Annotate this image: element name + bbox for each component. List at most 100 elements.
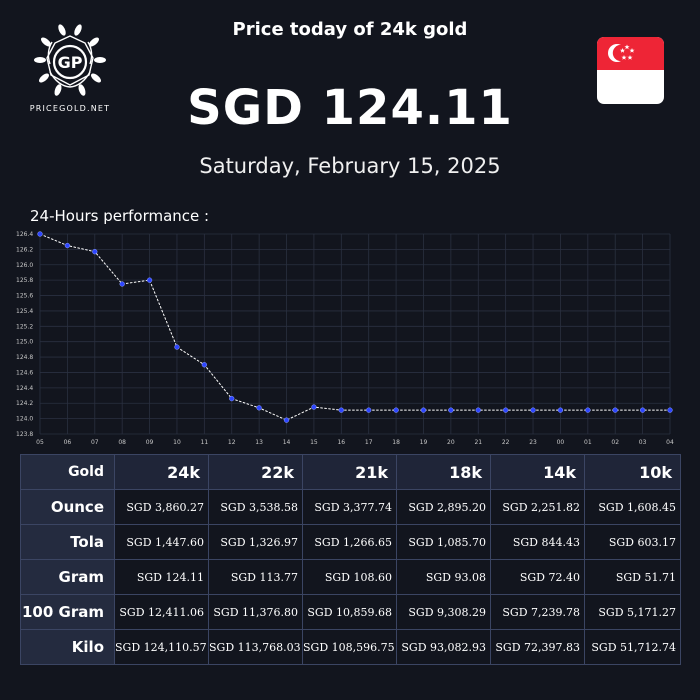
brand-name: PRICEGOLD.NET <box>29 104 111 113</box>
y-tick-label: 124.4 <box>16 385 33 392</box>
price-cell: SGD 2,895.20 <box>396 489 491 525</box>
unit-label: Ounce <box>20 489 115 525</box>
y-tick-label: 124.0 <box>16 416 33 423</box>
price-cell: SGD 7,239.78 <box>490 594 585 630</box>
x-tick-label: 03 <box>639 439 647 446</box>
x-tick-label: 21 <box>474 439 482 446</box>
x-tick-label: 13 <box>255 439 263 446</box>
y-tick-label: 124.2 <box>16 400 33 407</box>
data-point <box>420 407 427 413</box>
x-tick-label: 06 <box>64 439 72 446</box>
price-cell: SGD 108,596.75 <box>302 629 397 665</box>
table-row: Kilo SGD 124,110.57 SGD 113,768.03 SGD 1… <box>20 629 681 665</box>
y-tick-label: 126.0 <box>16 262 33 269</box>
x-tick-label: 02 <box>611 439 619 446</box>
price-cell: SGD 1,608.45 <box>584 489 681 525</box>
price-cell: SGD 1,326.97 <box>208 524 303 560</box>
price-cell: SGD 1,085.70 <box>396 524 491 560</box>
data-point <box>639 407 646 413</box>
price-cell: SGD 93.08 <box>396 559 491 595</box>
price-cell: SGD 3,538.58 <box>208 489 303 525</box>
price-cell: SGD 124,110.57 <box>114 629 209 665</box>
price-cell: SGD 72.40 <box>490 559 585 595</box>
table-row: Ounce SGD 3,860.27 SGD 3,538.58 SGD 3,37… <box>20 489 681 525</box>
series-line <box>39 233 670 421</box>
y-tick-label: 124.6 <box>16 369 33 376</box>
data-point <box>585 407 591 413</box>
x-tick-label: 16 <box>337 439 345 446</box>
data-point <box>256 405 262 411</box>
unit-label: Kilo <box>20 629 115 665</box>
x-tick-label: 10 <box>173 439 181 446</box>
x-tick-label: 05 <box>36 439 44 446</box>
unit-label: Tola <box>20 524 115 560</box>
data-point <box>503 407 509 413</box>
price-cell: SGD 11,376.80 <box>208 594 303 630</box>
x-tick-label: 22 <box>502 439 510 446</box>
price-date: Saturday, February 15, 2025 <box>199 154 501 178</box>
data-point <box>366 407 372 413</box>
x-tick-label: 09 <box>146 439 154 446</box>
x-tick-label: 11 <box>201 439 209 446</box>
data-point <box>530 407 536 413</box>
y-tick-label: 125.4 <box>16 308 33 315</box>
price-cell: SGD 113,768.03 <box>208 629 303 665</box>
data-point <box>64 242 71 249</box>
y-tick-label: 123.8 <box>16 431 33 438</box>
data-point <box>201 362 207 368</box>
table-header-row: Gold 24k 22k 21k 18k 14k 10k <box>20 454 681 490</box>
unit-label: Gram <box>20 559 115 595</box>
x-tick-label: 00 <box>557 439 565 446</box>
y-tick-label: 125.0 <box>16 339 33 346</box>
pricegold-logo[interactable]: GP PRICEGOLD.NET <box>22 22 118 118</box>
y-tick-label: 125.8 <box>16 277 33 284</box>
x-tick-label: 04 <box>666 439 674 446</box>
price-cell: SGD 3,377.74 <box>302 489 397 525</box>
data-point <box>37 231 43 237</box>
data-point <box>119 281 125 287</box>
price-cell: SGD 72,397.83 <box>490 629 585 665</box>
price-cell: SGD 603.17 <box>584 524 681 560</box>
x-tick-label: 07 <box>91 439 99 446</box>
y-tick-label: 126.4 <box>16 231 33 238</box>
x-tick-label: 01 <box>584 439 592 446</box>
singapore-flag-icon <box>597 37 664 104</box>
x-tick-label: 15 <box>310 439 318 446</box>
table-row: 100 Gram SGD 12,411.06 SGD 11,376.80 SGD… <box>20 594 681 630</box>
x-tick-label: 20 <box>447 439 455 446</box>
price-cell: SGD 1,266.65 <box>302 524 397 560</box>
table-corner-label: Gold <box>20 454 115 490</box>
performance-label: 24-Hours performance : <box>30 207 210 225</box>
page-headline: Price today of 24k gold <box>232 19 468 40</box>
table-row: Gram SGD 124.11 SGD 113.77 SGD 108.60 SG… <box>20 559 681 595</box>
data-point <box>475 407 481 413</box>
y-tick-label: 125.6 <box>16 293 33 300</box>
x-tick-label: 19 <box>420 439 428 446</box>
logo-monogram: GP <box>58 53 83 72</box>
price-cell: SGD 51,712.74 <box>584 629 681 665</box>
unit-label: 100 Gram <box>20 594 115 630</box>
x-tick-label: 12 <box>228 439 236 446</box>
y-tick-label: 126.2 <box>16 246 33 253</box>
price-cell: SGD 10,859.68 <box>302 594 397 630</box>
price-cell: SGD 93,082.93 <box>396 629 491 665</box>
price-cell: SGD 108.60 <box>302 559 397 595</box>
price-cell: SGD 12,411.06 <box>114 594 209 630</box>
karat-header: 18k <box>396 454 491 490</box>
price-cell: SGD 9,308.29 <box>396 594 491 630</box>
price-cell: SGD 124.11 <box>114 559 209 595</box>
data-point <box>612 407 618 413</box>
karat-header: 14k <box>490 454 585 490</box>
data-point <box>667 407 673 413</box>
x-tick-label: 18 <box>392 439 400 446</box>
data-point <box>338 407 344 413</box>
y-tick-label: 124.8 <box>16 354 33 361</box>
y-tick-label: 125.2 <box>16 323 33 330</box>
price-cell: SGD 844.43 <box>490 524 585 560</box>
current-price: SGD 124.11 <box>187 80 513 136</box>
x-tick-label: 17 <box>365 439 373 446</box>
x-tick-label: 08 <box>118 439 126 446</box>
data-point <box>229 395 235 402</box>
data-point <box>311 404 317 410</box>
data-point <box>283 417 290 423</box>
